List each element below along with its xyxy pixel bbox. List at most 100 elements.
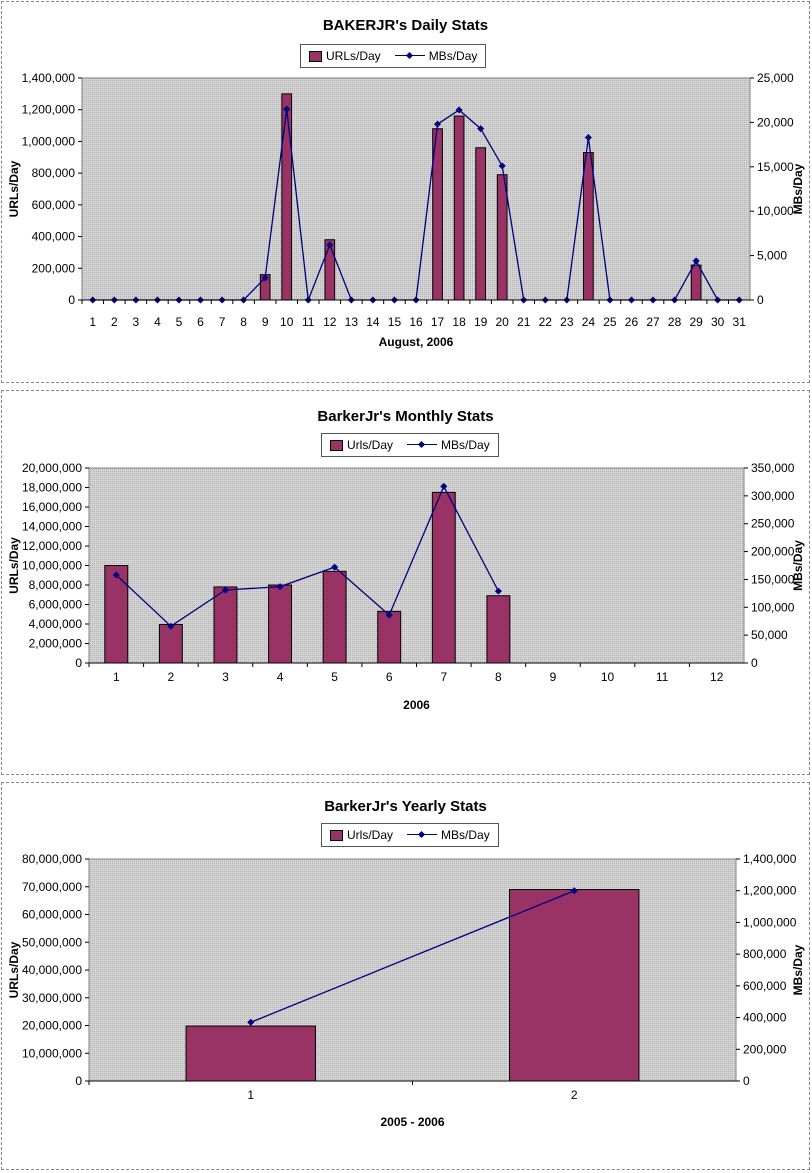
x-axis-tick-label: 9	[550, 670, 557, 684]
chart-title: BarkerJr's Yearly Stats	[324, 798, 487, 815]
x-axis-tick-label: 12	[323, 315, 337, 329]
monthly-stats-panel: BarkerJr's Monthly Stats Urls/Day MBs/Da…	[1, 390, 810, 775]
line-marker	[570, 887, 578, 895]
left-axis-tick-label: 60,000,000	[22, 908, 82, 922]
line-marker	[498, 162, 506, 170]
right-axis-tick-label: 200,000	[751, 545, 795, 559]
x-axis-tick-label: 16	[409, 315, 423, 329]
left-axis-tick-label: 1,200,000	[22, 103, 76, 117]
right-axis-tick-label: 150,000	[751, 572, 795, 586]
x-axis-title: August, 2006	[379, 335, 454, 349]
right-axis-tick-label: 300,000	[751, 489, 795, 503]
daily-stats-chart: 0 200,000 400,000 600,000 800,000 1,000,000 1,…	[7, 71, 805, 349]
x-axis-tick-label: 21	[517, 315, 531, 329]
left-axis-tick-label: 1,400,000	[22, 71, 76, 85]
legend-label-bars: Urls/Day	[347, 438, 394, 452]
left-axis-tick-label: 10,000,000	[22, 1046, 82, 1060]
yearly-stats-panel: BarkerJr's Yearly Stats Urls/Day MBs/Day…	[1, 782, 810, 1170]
bar-legend-swatch	[330, 439, 343, 451]
x-axis-tick-label: 17	[431, 315, 445, 329]
legend: Urls/Day MBs/Day	[321, 823, 499, 847]
legend: URLs/Day MBs/Day	[300, 44, 487, 68]
right-axis-tick-label: 5,000	[757, 249, 787, 263]
left-axis-tick-label: 6,000,000	[29, 598, 83, 612]
left-axis-tick-label: 80,000,000	[22, 852, 82, 866]
legend-label-line: MBs/Day	[441, 438, 490, 452]
left-axis-tick-label: 0	[75, 656, 82, 670]
right-axis-title: MBs/Day	[791, 163, 805, 214]
x-axis-tick-label: 10	[601, 670, 615, 684]
line-marker	[584, 133, 592, 142]
x-axis-tick-label: 4	[277, 670, 284, 684]
left-axis-tick-label: 10,000,000	[22, 559, 82, 573]
x-axis-tick-label: 11	[302, 315, 315, 329]
left-axis-tick-label: 20,000,000	[22, 1019, 82, 1033]
x-axis-tick-label: 25	[603, 315, 617, 329]
daily-stats-panel: BAKERJR's Daily Stats URLs/Day MBs/Day 0…	[1, 1, 810, 383]
right-axis-tick-label: 1,400,000	[743, 852, 797, 866]
x-axis-tick-label: 27	[646, 315, 660, 329]
x-axis-tick-label: 20	[496, 315, 510, 329]
left-axis-tick-label: 14,000,000	[22, 520, 82, 534]
line-marker	[247, 1018, 255, 1026]
x-axis-tick-label: 5	[176, 315, 183, 329]
left-axis-tick-label: 600,000	[32, 198, 76, 212]
right-axis-tick-label: 50,000	[751, 628, 788, 642]
x-axis-tick-label: 23	[560, 315, 574, 329]
x-axis-tick-label: 11	[656, 670, 669, 684]
legend-label-bars: URLs/Day	[326, 49, 381, 63]
right-axis-tick-label: 250,000	[751, 517, 795, 531]
x-axis-tick-label: 14	[366, 315, 380, 329]
bar	[583, 152, 594, 301]
left-axis-tick-label: 200,000	[32, 261, 76, 275]
line-marker	[385, 611, 393, 619]
left-axis-tick-label: 20,000,000	[22, 461, 82, 475]
line-marker	[326, 241, 334, 249]
x-axis-tick-label: 6	[386, 670, 393, 684]
bar	[496, 174, 508, 301]
line-legend-symbol	[407, 830, 438, 840]
right-axis-tick-label: 100,000	[751, 600, 795, 614]
line-marker	[167, 622, 175, 630]
bar	[377, 610, 402, 664]
x-axis-tick-label: 3	[222, 670, 229, 684]
left-axis-tick-label: 18,000,000	[22, 481, 82, 495]
line-marker	[455, 106, 463, 114]
line-marker	[434, 120, 442, 128]
left-axis-tick-label: 8,000,000	[29, 578, 83, 592]
right-axis-tick-label: 400,000	[743, 1011, 787, 1025]
bar	[509, 889, 640, 1082]
line-series	[250, 890, 575, 1023]
x-axis-tick-label: 24	[582, 315, 596, 329]
right-axis-tick-label: 15,000	[757, 160, 794, 174]
left-axis-tick-label: 2,000,000	[29, 637, 83, 651]
left-axis-tick-label: 16,000,000	[22, 500, 82, 514]
right-axis-tick-label: 20,000	[757, 115, 794, 129]
x-axis-tick-label: 29	[689, 315, 703, 329]
line-marker	[221, 586, 229, 594]
plot-area	[81, 77, 751, 301]
bar	[268, 584, 293, 664]
line-marker	[283, 105, 291, 113]
chart-title: BarkerJr's Monthly Stats	[317, 408, 494, 425]
line-marker	[477, 125, 485, 133]
x-axis-tick-label: 6	[197, 315, 204, 329]
bar	[324, 239, 336, 301]
left-axis-tick-label: 400,000	[32, 230, 76, 244]
x-axis-tick-label: 22	[539, 315, 553, 329]
chart-title: BAKERJR's Daily Stats	[322, 17, 489, 34]
bar	[486, 595, 511, 664]
left-axis-tick-label: 50,000,000	[22, 935, 82, 949]
x-axis-tick-label: 30	[711, 315, 725, 329]
x-axis-tick-label: 31	[733, 315, 747, 329]
x-axis-tick-label: 1	[89, 315, 96, 329]
right-axis-tick-label: 800,000	[743, 947, 787, 961]
right-axis-tick-label: 1,000,000	[743, 915, 797, 929]
right-axis-tick-label: 1,200,000	[743, 884, 797, 898]
right-axis-tick-label: 0	[751, 656, 758, 670]
x-axis-tick-label: 3	[133, 315, 140, 329]
right-axis-tick-label: 10,000	[757, 204, 794, 218]
x-axis-tick-label: 13	[345, 315, 359, 329]
right-axis-tick-label: 600,000	[743, 979, 787, 993]
x-axis-tick-label: 5	[331, 670, 338, 684]
